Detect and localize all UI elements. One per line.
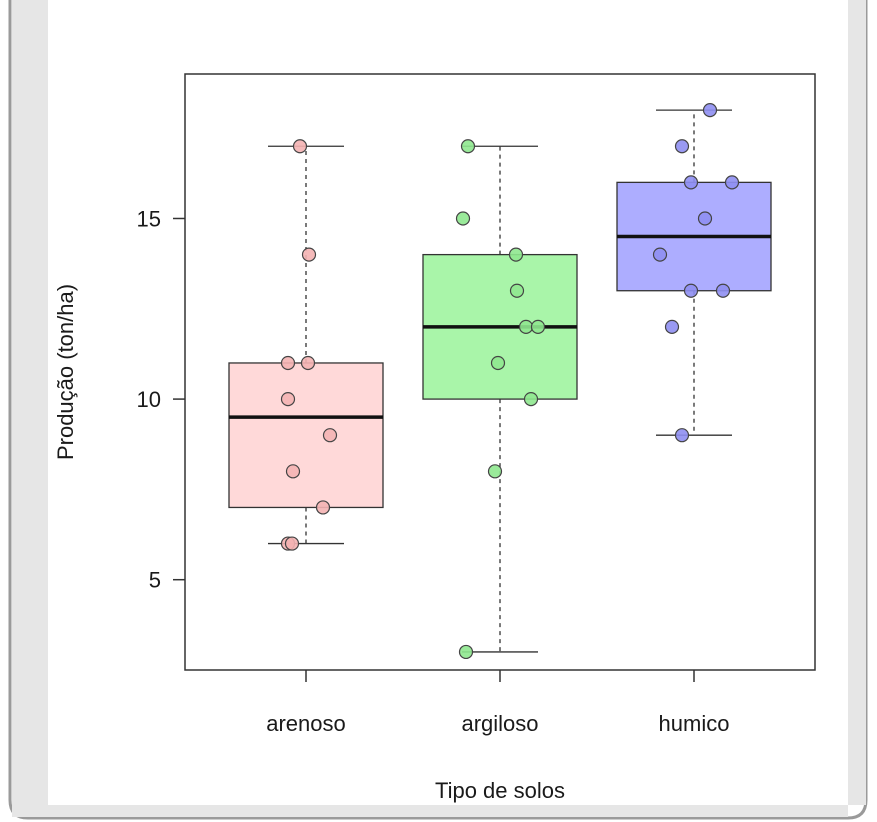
data-point-humico <box>664 319 680 334</box>
data-point-arenoso <box>322 428 338 443</box>
x-tick-label-humico: humico <box>659 711 730 736</box>
data-point-argiloso <box>458 644 474 660</box>
point-group <box>280 103 740 660</box>
data-point-argiloso <box>490 355 506 371</box>
data-point-humico <box>724 175 740 190</box>
x-axis-title: Tipo de solos <box>435 778 565 803</box>
x-tick-label-argiloso: argiloso <box>461 711 538 736</box>
data-point-argiloso <box>508 247 524 262</box>
data-point-argiloso <box>460 139 476 154</box>
y-tick-label: 5 <box>149 568 161 593</box>
data-point-argiloso <box>530 319 546 334</box>
data-point-arenoso <box>285 464 301 479</box>
data-point-arenoso <box>301 247 317 262</box>
plot-canvas <box>48 0 848 805</box>
data-point-humico <box>715 283 731 298</box>
x-axis: arenoso argiloso humico <box>266 670 729 736</box>
data-point-humico <box>683 175 699 190</box>
data-point-arenoso <box>300 355 316 371</box>
data-point-arenoso <box>280 391 296 407</box>
data-point-arenoso <box>284 536 300 551</box>
data-point-humico <box>674 428 690 443</box>
left-gutter <box>12 0 48 805</box>
box-arenoso <box>228 362 384 509</box>
card-border <box>8 0 868 820</box>
data-point-arenoso <box>280 355 296 371</box>
y-axis-title: Produção (ton/ha) <box>53 284 78 460</box>
data-point-argiloso <box>487 464 503 479</box>
box-group <box>228 109 772 653</box>
data-point-humico <box>697 211 713 226</box>
data-point-humico <box>652 247 668 262</box>
data-point-argiloso <box>523 391 539 407</box>
data-point-humico <box>674 139 690 154</box>
data-point-humico <box>683 283 699 298</box>
data-point-arenoso <box>292 139 308 154</box>
data-point-argiloso <box>518 319 534 334</box>
y-tick-label: 15 <box>137 206 161 231</box>
data-point-argiloso <box>455 211 471 226</box>
y-axis: 5 10 15 <box>137 206 185 593</box>
data-point-arenoso <box>315 500 331 515</box>
x-tick-label-arenoso: arenoso <box>266 711 346 736</box>
data-point-argiloso <box>509 283 525 298</box>
right-gutter <box>848 0 866 805</box>
data-point-humico <box>702 103 718 118</box>
y-tick-label: 10 <box>137 387 161 412</box>
bottom-gutter <box>12 805 848 817</box>
